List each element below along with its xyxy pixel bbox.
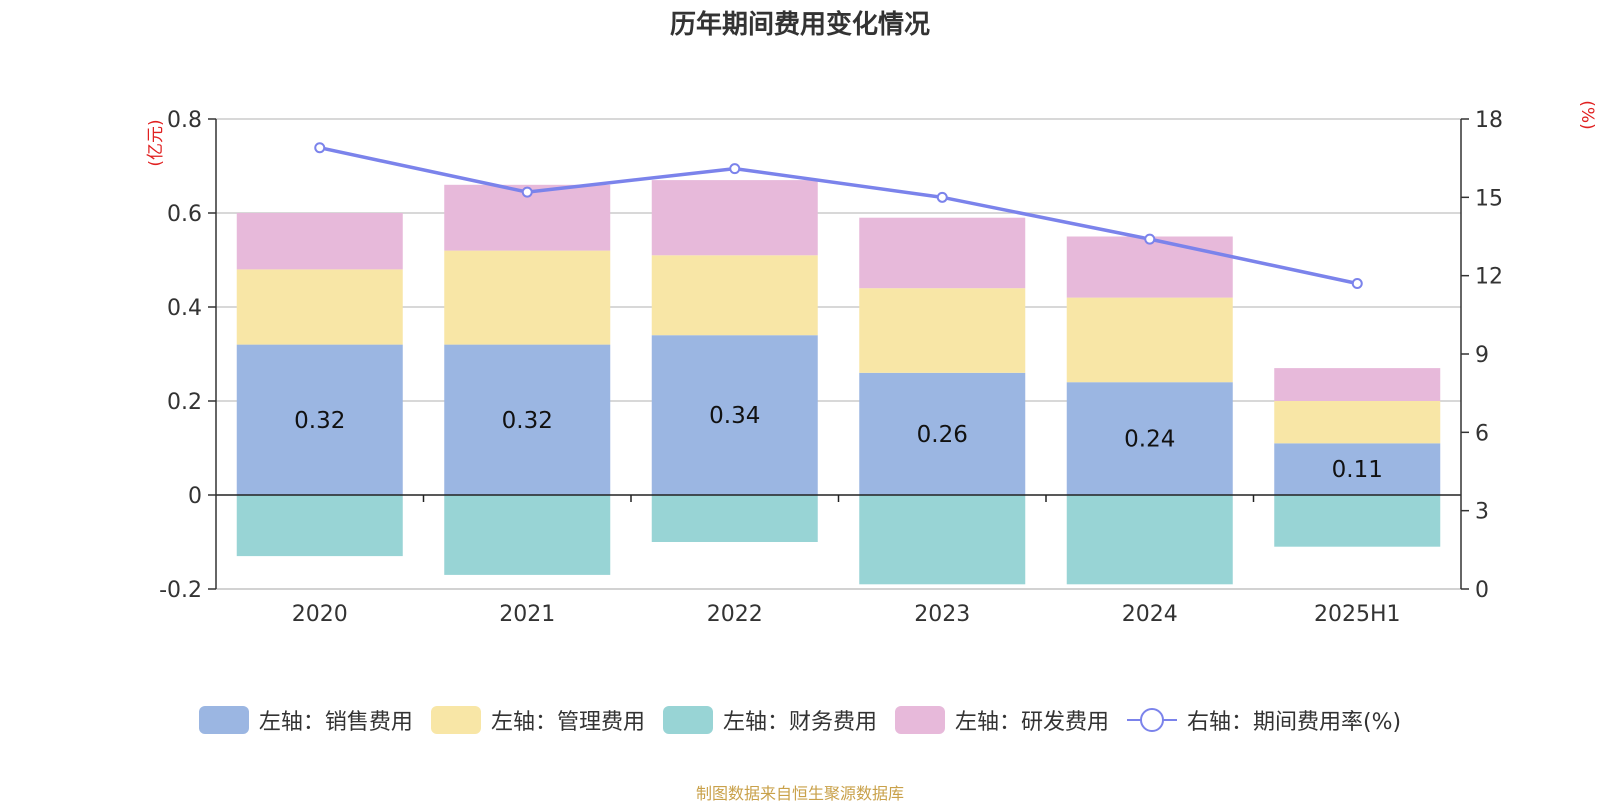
source-note: 制图数据来自恒生聚源数据库 <box>695 784 904 803</box>
y-left-tick-label: 0.2 <box>167 390 202 415</box>
legend-item-expense-rate[interactable]: 右轴：期间费用率(%) <box>1126 704 1402 736</box>
bar-sales <box>1274 443 1441 495</box>
chart-area: 0.3220200.3220210.3420220.2620230.242024… <box>146 100 1597 627</box>
point-expense-rate <box>729 163 741 175</box>
data-label-sales: 0.11 <box>1332 457 1383 483</box>
bar-finance <box>859 495 1026 585</box>
bar-finance <box>1274 495 1441 547</box>
legend-swatch-expense-rate <box>1126 706 1177 734</box>
legend-label-rnd: 左轴：研发费用 <box>954 710 1109 735</box>
y-right-tick-label: 3 <box>1475 500 1489 525</box>
point-expense-rate <box>314 142 326 154</box>
legend-item-finance[interactable]: 左轴：财务费用 <box>662 704 877 736</box>
legend-swatch-rnd <box>894 706 945 734</box>
x-tick-label: 2021 <box>499 602 555 627</box>
x-tick-label: 2024 <box>1122 602 1178 627</box>
bar-rnd <box>651 180 818 256</box>
bar-sales <box>651 335 818 495</box>
y-left-tick-label: 0.4 <box>167 296 202 321</box>
bar-sales <box>236 344 403 495</box>
y-right-tick-label: 18 <box>1475 108 1503 133</box>
bar-rnd <box>1066 236 1233 298</box>
bar-finance <box>651 495 818 542</box>
y-left-tick-label: 0.6 <box>167 202 202 227</box>
bar-sales <box>1066 382 1233 495</box>
data-label-sales: 0.32 <box>502 408 553 434</box>
bar-admin <box>236 269 403 345</box>
y-left-tick-label: 0.8 <box>167 108 202 133</box>
bar-rnd <box>1274 368 1441 401</box>
point-expense-rate <box>936 191 948 203</box>
bar-sales <box>444 344 611 495</box>
bar-admin <box>1066 297 1233 383</box>
y-left-unit-label: (亿元) <box>146 119 166 166</box>
y-right-unit-label: (%) <box>1577 100 1597 129</box>
legend-label-finance: 左轴：财务费用 <box>722 710 877 735</box>
x-tick-label: 2022 <box>707 602 763 627</box>
y-right-tick-label: 9 <box>1475 343 1489 368</box>
line-expense-rate <box>319 146 1358 286</box>
y-left-tick-label: 0 <box>188 484 202 509</box>
legend-item-rnd[interactable]: 左轴：研发费用 <box>894 704 1109 736</box>
point-expense-rate <box>1351 278 1363 289</box>
bar-finance <box>1066 495 1233 585</box>
legend: 左轴：销售费用 左轴：管理费用 左轴：财务费用 左轴：研发费用 右轴：期间费用率… <box>0 704 1600 736</box>
data-label-sales: 0.34 <box>709 403 760 429</box>
bar-finance <box>444 495 611 575</box>
point-expense-rate <box>1144 233 1156 245</box>
data-label-sales: 0.26 <box>917 422 968 448</box>
chart-title: 历年期间费用变化情况 <box>669 10 930 40</box>
bar-admin <box>444 250 611 345</box>
bar-admin <box>1274 401 1441 444</box>
bar-admin <box>859 288 1026 373</box>
y-right-tick-label: 0 <box>1475 578 1489 603</box>
x-tick-label: 2025H1 <box>1314 602 1401 627</box>
x-tick-label: 2023 <box>914 602 970 627</box>
y-right-tick-label: 15 <box>1475 186 1503 211</box>
legend-item-admin[interactable]: 左轴：管理费用 <box>430 704 645 736</box>
legend-item-sales[interactable]: 左轴：销售费用 <box>198 704 413 736</box>
legend-swatch-sales <box>198 706 249 734</box>
legend-swatch-admin <box>430 706 481 734</box>
legend-label-expense-rate: 右轴：期间费用率(%) <box>1186 710 1402 735</box>
legend-label-sales: 左轴：销售费用 <box>258 710 413 735</box>
y-left-tick-label: -0.2 <box>159 578 202 603</box>
legend-swatch-finance <box>662 706 713 734</box>
y-right-tick-label: 6 <box>1475 421 1489 446</box>
data-label-sales: 0.24 <box>1124 427 1175 453</box>
data-label-sales: 0.32 <box>294 408 345 434</box>
bar-admin <box>651 255 818 336</box>
x-tick-label: 2020 <box>292 602 348 627</box>
bar-sales <box>859 372 1026 495</box>
legend-label-admin: 左轴：管理费用 <box>490 710 645 735</box>
bar-finance <box>236 495 403 557</box>
bar-rnd <box>859 217 1026 289</box>
point-expense-rate <box>521 186 533 198</box>
bar-rnd <box>236 213 403 270</box>
y-right-tick-label: 12 <box>1475 265 1503 290</box>
